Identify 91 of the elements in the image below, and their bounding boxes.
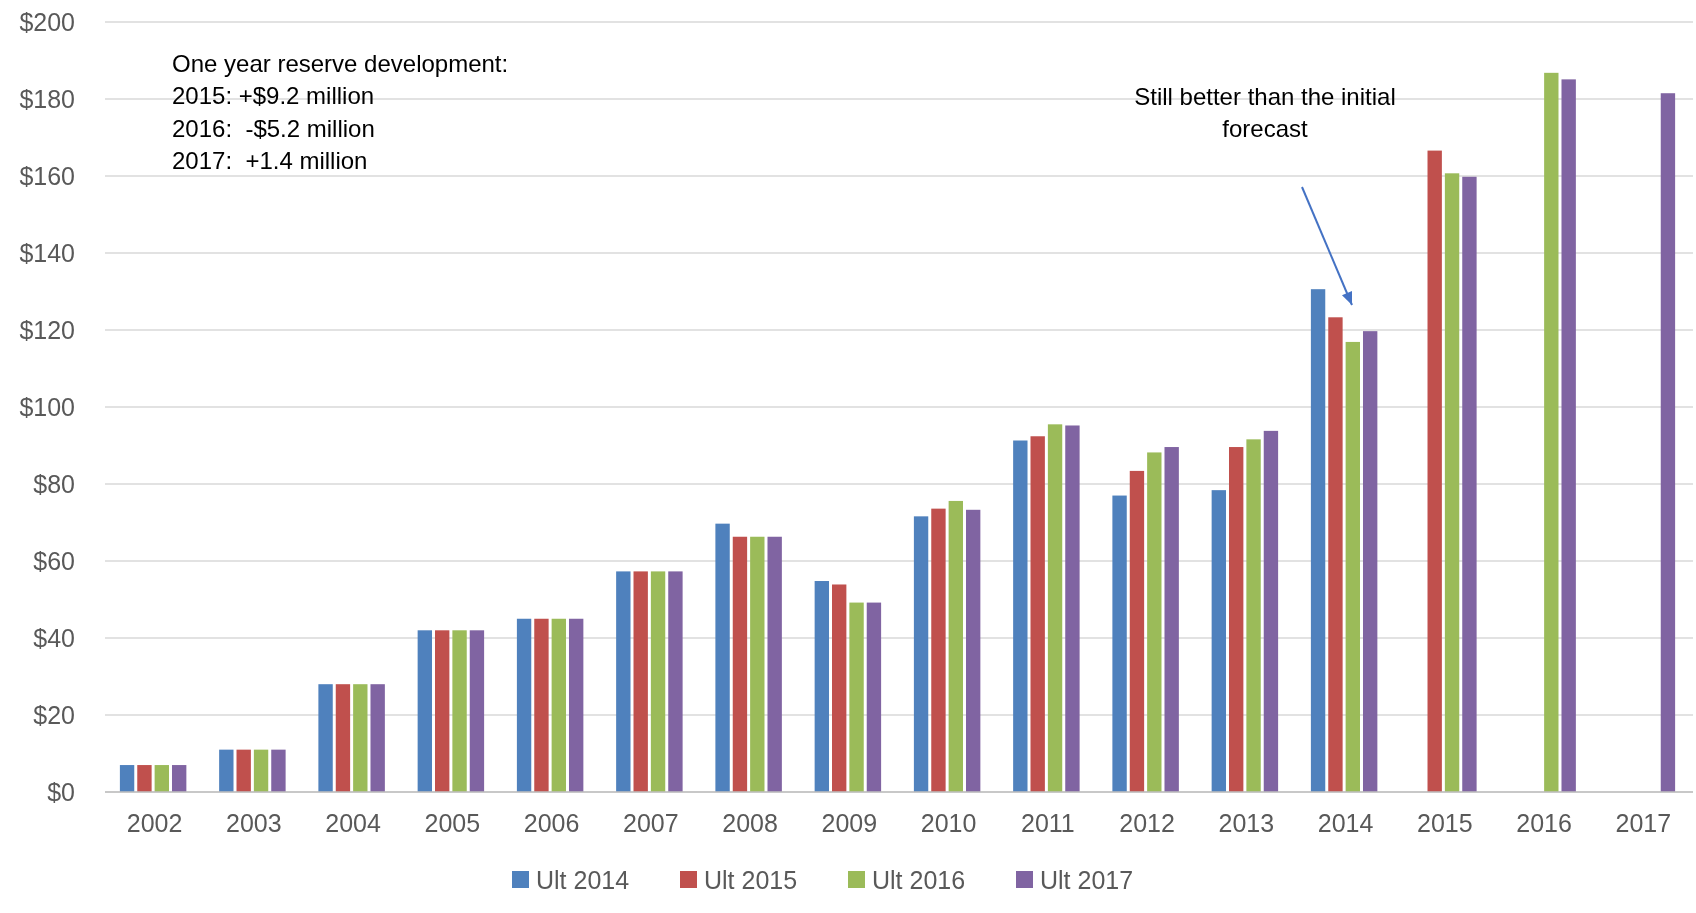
x-tick-label: 2006 xyxy=(523,809,580,837)
bar xyxy=(750,536,765,792)
bar xyxy=(650,571,666,792)
bar xyxy=(814,581,830,792)
bar xyxy=(353,684,368,792)
bar xyxy=(452,630,467,792)
legend-label: Ult 2017 xyxy=(1040,866,1134,894)
y-tick-label: $140 xyxy=(19,238,75,267)
bar xyxy=(469,630,485,792)
annotation: One year reserve development: 2015: +$9.2 million 2016: -$5.2 million 2017: +1.4 million xyxy=(172,50,509,175)
bar xyxy=(913,516,929,792)
bar xyxy=(849,602,864,792)
bar xyxy=(253,749,269,792)
bar xyxy=(236,749,251,792)
bar xyxy=(715,523,730,792)
x-tick-label: 2010 xyxy=(920,809,977,837)
bar xyxy=(732,536,748,792)
x-tick-label: 2009 xyxy=(821,809,878,837)
legend-label: Ult 2016 xyxy=(872,866,966,894)
legend-label: Ult 2014 xyxy=(536,866,630,894)
x-tick-label: 2013 xyxy=(1218,809,1275,837)
bar xyxy=(965,509,981,792)
bar xyxy=(516,618,532,792)
bar xyxy=(616,571,631,792)
x-tick-label: 2008 xyxy=(722,809,778,837)
bar xyxy=(1444,173,1460,792)
bar xyxy=(1263,430,1279,792)
x-tick-label: 2003 xyxy=(226,809,282,837)
bar xyxy=(931,508,946,792)
bar xyxy=(1660,93,1676,792)
bar xyxy=(137,765,152,792)
bar xyxy=(948,500,963,792)
y-tick-label: $80 xyxy=(33,469,75,498)
bar xyxy=(1246,439,1261,792)
bar xyxy=(1310,289,1326,792)
y-tick-label: $120 xyxy=(19,315,75,344)
y-tick-label: $100 xyxy=(19,392,75,421)
bar xyxy=(335,684,351,792)
bar xyxy=(154,765,169,792)
bar xyxy=(1462,176,1477,792)
bar xyxy=(417,630,433,792)
bar xyxy=(534,618,549,792)
bar xyxy=(119,765,135,792)
x-tick-label: 2002 xyxy=(126,809,183,837)
bar xyxy=(633,571,648,792)
x-tick-label: 2016 xyxy=(1516,809,1572,837)
x-tick-label: 2017 xyxy=(1615,809,1672,837)
x-tick-label: 2014 xyxy=(1317,809,1374,837)
bar xyxy=(435,630,450,792)
bar xyxy=(1129,470,1145,792)
x-tick-label: 2005 xyxy=(424,809,481,837)
y-tick-label: $40 xyxy=(33,623,75,652)
bar xyxy=(866,602,882,792)
x-tick-label: 2015 xyxy=(1417,809,1473,837)
bar xyxy=(832,584,847,792)
y-tick-label: $20 xyxy=(33,700,75,729)
bar xyxy=(1229,447,1244,792)
y-tick-label: $60 xyxy=(33,546,75,575)
bar xyxy=(1112,495,1127,792)
bar xyxy=(1362,331,1378,792)
bar xyxy=(1561,79,1576,792)
bar xyxy=(318,684,333,792)
bar xyxy=(1030,436,1045,792)
bar xyxy=(271,749,286,792)
bar xyxy=(1211,490,1227,792)
bar xyxy=(219,749,234,792)
bar xyxy=(171,765,187,792)
bar xyxy=(1065,425,1080,792)
y-tick-label: $160 xyxy=(19,161,75,190)
x-tick-label: 2012 xyxy=(1119,809,1175,837)
bar xyxy=(1328,317,1343,792)
y-tick-label: $0 xyxy=(47,777,75,806)
bar xyxy=(1164,447,1179,792)
bar xyxy=(370,684,385,792)
y-tick-label: $200 xyxy=(19,7,75,36)
bar xyxy=(767,536,782,792)
bar xyxy=(551,618,566,792)
y-tick-label: $180 xyxy=(19,84,75,113)
x-tick-label: 2011 xyxy=(1020,809,1075,837)
bar xyxy=(1047,424,1063,792)
x-tick-label: 2004 xyxy=(325,809,382,837)
annotation: Still better than the initial forecast xyxy=(1134,83,1396,143)
legend-label: Ult 2015 xyxy=(704,866,798,894)
bar xyxy=(1345,341,1360,792)
bar xyxy=(568,618,584,792)
bar xyxy=(1013,440,1028,792)
x-tick-label: 2007 xyxy=(623,809,679,837)
bar xyxy=(1427,150,1442,792)
bar xyxy=(668,571,683,792)
bar xyxy=(1544,72,1559,792)
bar xyxy=(1147,452,1162,792)
